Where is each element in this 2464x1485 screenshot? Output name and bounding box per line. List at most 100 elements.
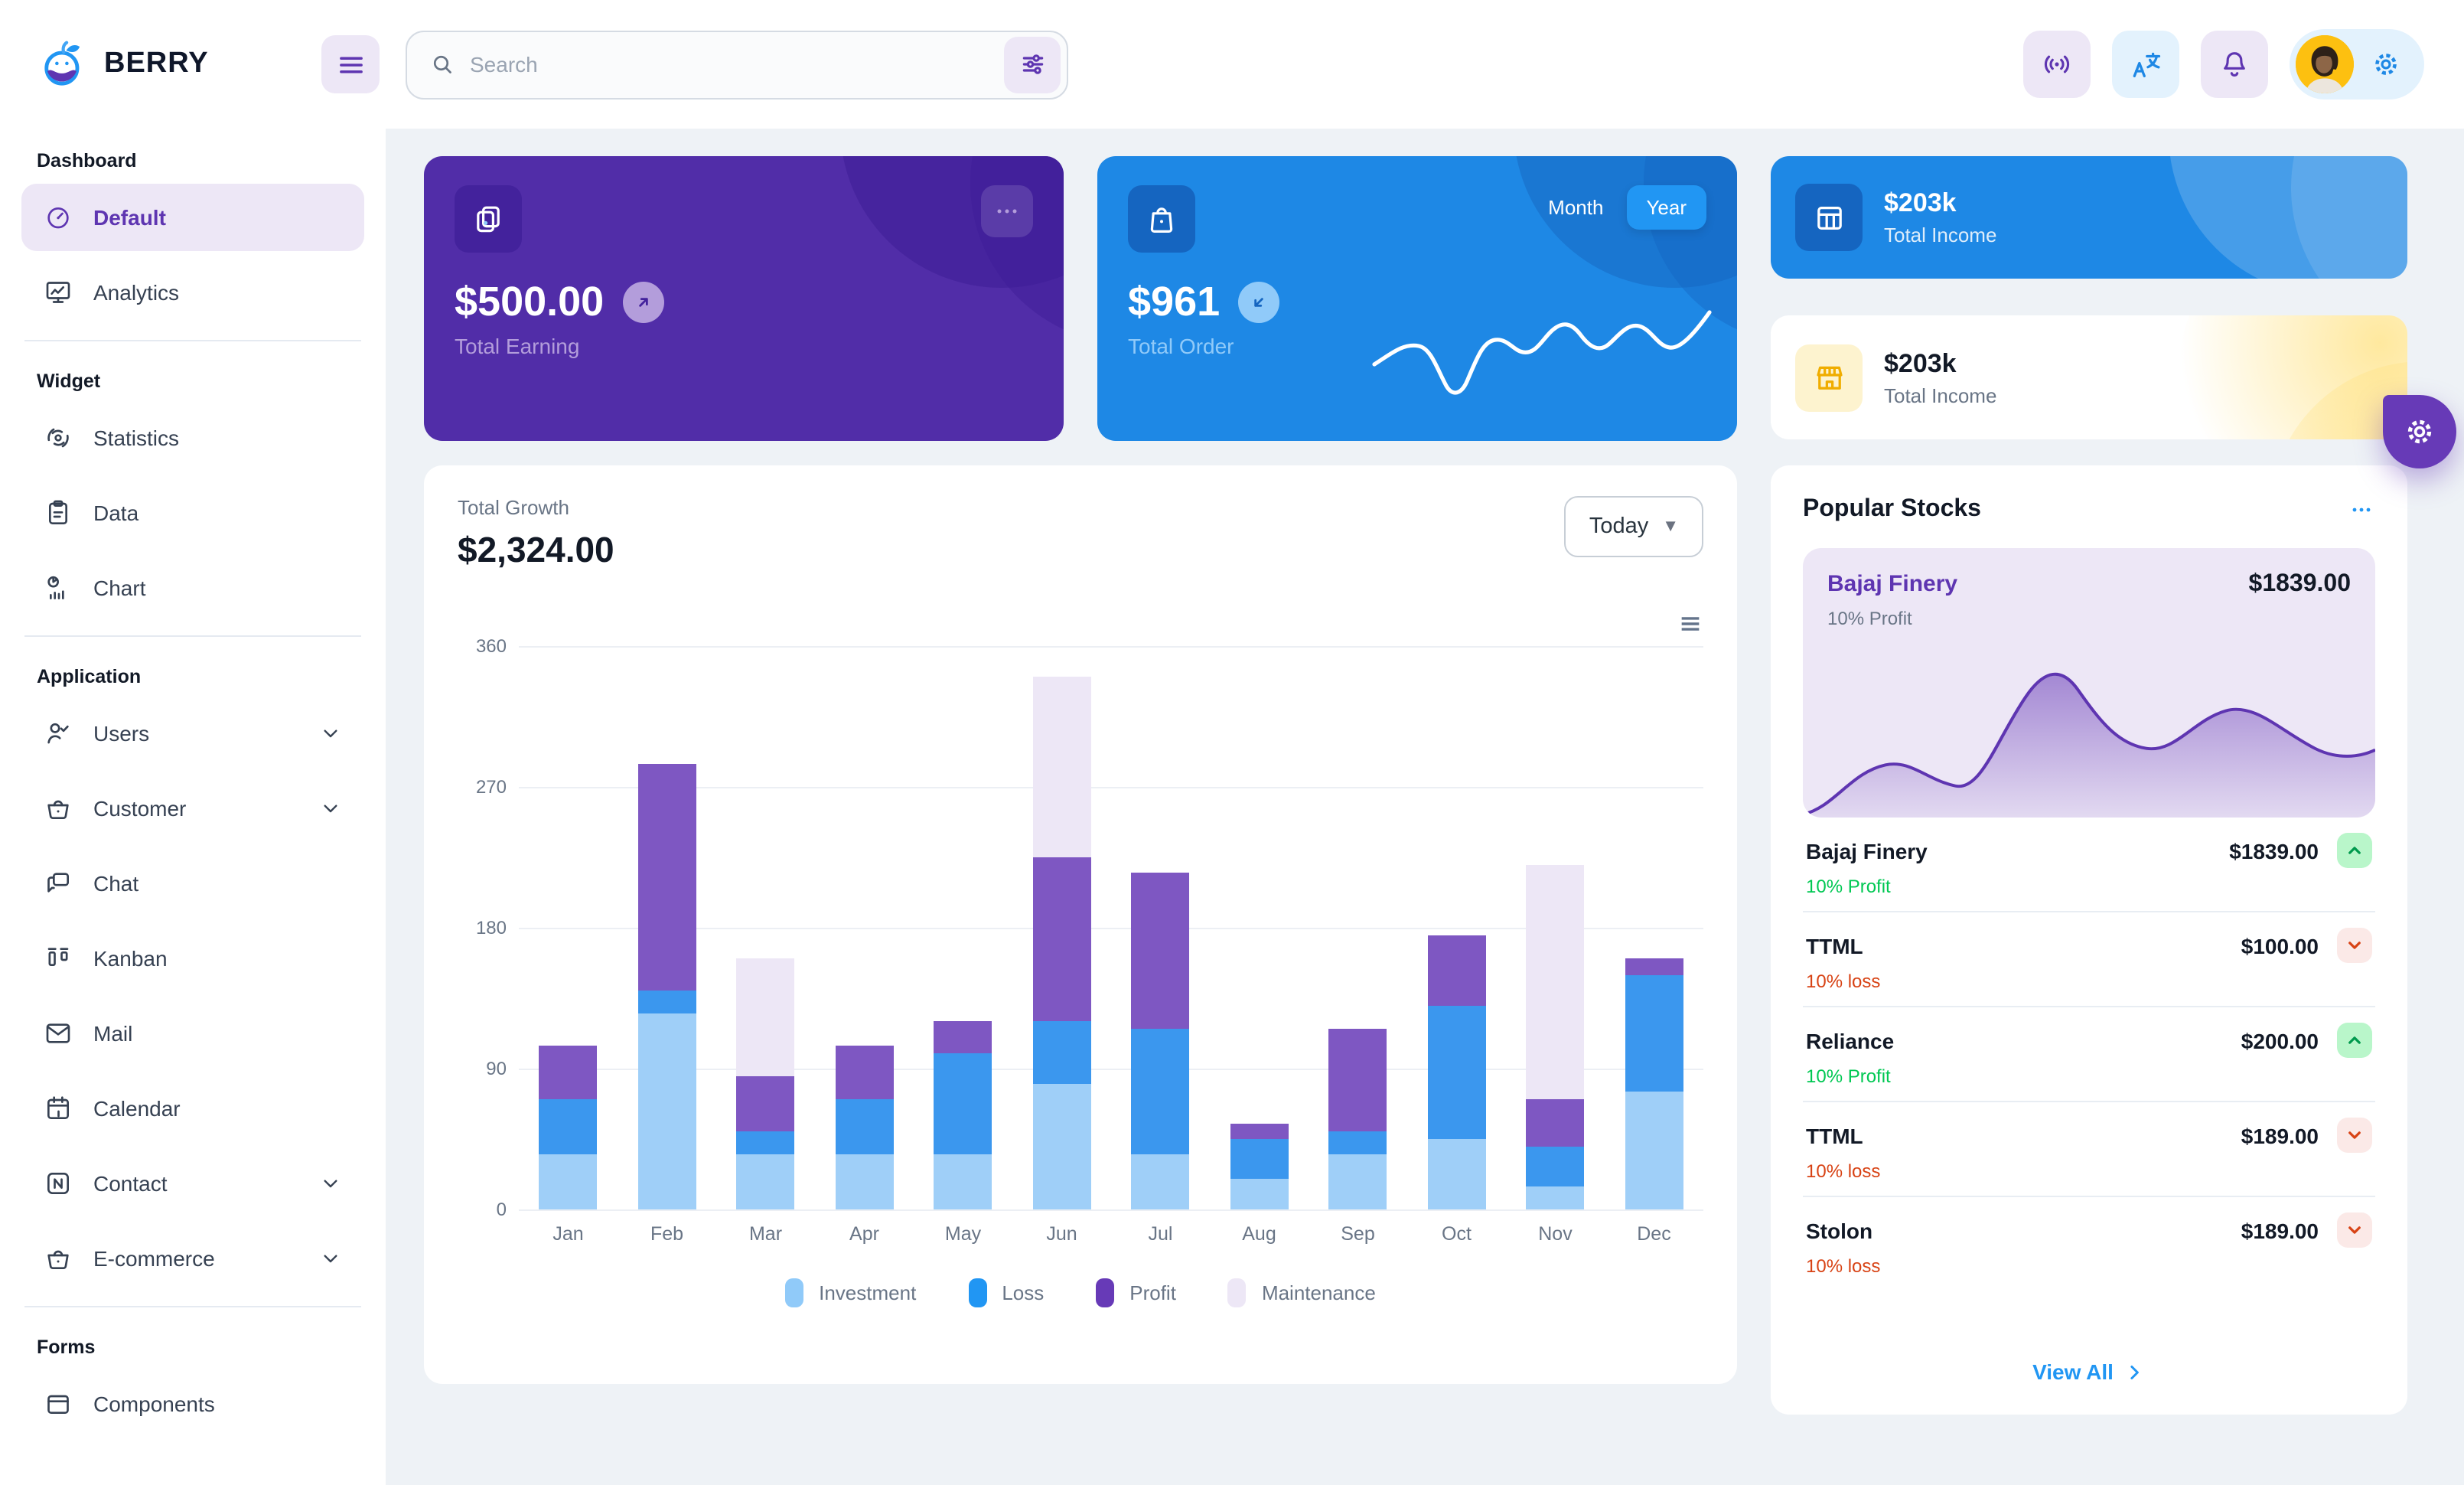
sidebar-item-components[interactable]: Components: [21, 1370, 364, 1438]
bar-jun-investment: [1032, 1084, 1091, 1209]
gridline: [519, 787, 1703, 788]
search-input[interactable]: [470, 52, 990, 77]
chevron-down-icon[interactable]: [2337, 928, 2372, 963]
earning-card-menu-button[interactable]: [981, 185, 1033, 237]
stock-row-reliance[interactable]: Reliance $200.00 10% Profit: [1803, 1007, 2375, 1102]
legend-item-profit[interactable]: Profit: [1096, 1278, 1176, 1307]
chevron-down-icon[interactable]: [2337, 1212, 2372, 1248]
sidebar-item-statistics[interactable]: Statistics: [21, 404, 364, 472]
bar-jan-investment: [539, 1154, 598, 1209]
x-tick-label: Nov: [1538, 1223, 1573, 1245]
sidebar-item-e-commerce[interactable]: E-commerce: [21, 1225, 364, 1292]
sidebar-item-label: Customer: [93, 796, 187, 821]
stock-name: Bajaj Finery: [1806, 838, 1928, 863]
sliders-icon: [1017, 49, 1048, 80]
bar-aug[interactable]: [1210, 646, 1309, 1209]
bar-feb[interactable]: [618, 646, 716, 1209]
year-toggle-button[interactable]: Year: [1626, 185, 1706, 230]
bar-dec-investment: [1625, 1092, 1683, 1209]
bar-apr[interactable]: [815, 646, 914, 1209]
x-tick-label: Jan: [552, 1223, 584, 1245]
sidebar-item-users[interactable]: Users: [21, 700, 364, 767]
sidebar-item-chat[interactable]: Chat: [21, 850, 364, 917]
legend-item-investment[interactable]: Investment: [785, 1278, 916, 1307]
language-button[interactable]: [2112, 31, 2179, 98]
sidebar-item-default[interactable]: Default: [21, 184, 364, 251]
growth-range-dropdown[interactable]: Today ▼: [1564, 496, 1703, 557]
stock-row-stolon[interactable]: Stolon $189.00 10% loss: [1803, 1197, 2375, 1291]
chevron-up-icon[interactable]: [2337, 833, 2372, 868]
broadcast-icon: [2040, 47, 2074, 81]
bar-oct-profit: [1427, 935, 1486, 1007]
bar-dec[interactable]: [1605, 646, 1703, 1209]
stock-price: $100.00: [2241, 933, 2319, 958]
total-order-card: Month Year $961 Total Order: [1097, 156, 1737, 441]
income-dark-amount: $203k: [1884, 188, 1957, 217]
bar-sep-loss: [1328, 1131, 1387, 1155]
chevron-down-icon[interactable]: [2337, 1118, 2372, 1153]
income-light-amount: $203k: [1884, 348, 1957, 377]
stock-row-bajaj-finery[interactable]: Bajaj Finery $1839.00 10% Profit: [1803, 818, 2375, 912]
dots-icon: [2348, 496, 2375, 524]
broadcast-button[interactable]: [2023, 31, 2091, 98]
sidebar-item-data[interactable]: Data: [21, 479, 364, 547]
sidebar-item-contact[interactable]: Contact: [21, 1150, 364, 1217]
featured-stock-card[interactable]: Bajaj Finery $1839.00 10% Profit: [1803, 548, 2375, 818]
bar-oct[interactable]: [1407, 646, 1506, 1209]
x-tick-label: Jun: [1046, 1223, 1077, 1245]
sidebar-item-kanban[interactable]: Kanban: [21, 925, 364, 992]
sidebar-item-calendar[interactable]: Calendar: [21, 1075, 364, 1142]
bar-may[interactable]: [914, 646, 1012, 1209]
y-tick-label: 180: [475, 917, 507, 938]
notifications-button[interactable]: [2201, 31, 2268, 98]
chart-legend: Investment Loss Profit Maintenance: [458, 1278, 1703, 1307]
month-toggle-button[interactable]: Month: [1528, 185, 1623, 230]
order-sparkline-chart: [1372, 310, 1712, 395]
logo-text: BERRY: [104, 47, 209, 80]
growth-bar-chart: 0 90 180 270 360 Jan Feb Mar Apr May Jun Jul Aug Sep…: [458, 635, 1703, 1307]
stock-price: $189.00: [2241, 1218, 2319, 1242]
sidebar-item-mail[interactable]: Mail: [21, 1000, 364, 1067]
app-logo[interactable]: BERRY: [37, 38, 321, 90]
arrow-up-right-icon: [622, 282, 664, 323]
customize-fab-button[interactable]: [2383, 395, 2456, 468]
profile-menu[interactable]: [2290, 29, 2424, 100]
bar-feb-loss: [637, 990, 696, 1014]
bar-jan[interactable]: [519, 646, 618, 1209]
sidebar-item-label: Chat: [93, 871, 139, 896]
y-tick-label: 0: [496, 1199, 507, 1220]
chevron-up-icon[interactable]: [2337, 1023, 2372, 1058]
sidebar-item-chart[interactable]: Chart: [21, 554, 364, 622]
bar-jul[interactable]: [1111, 646, 1210, 1209]
bar-sep[interactable]: [1309, 646, 1407, 1209]
gridline: [519, 928, 1703, 929]
stocks-menu-button[interactable]: [2348, 496, 2375, 524]
stock-row-ttml[interactable]: TTML $100.00 10% loss: [1803, 912, 2375, 1007]
chevron-down-icon: [318, 1246, 343, 1271]
storefront-icon: [1795, 344, 1863, 411]
chart-menu-button[interactable]: [458, 611, 1703, 637]
sidebar-item-label: Data: [93, 501, 139, 525]
legend-label: Profit: [1129, 1281, 1176, 1304]
legend-item-loss[interactable]: Loss: [968, 1278, 1044, 1307]
sidebar-item-customer[interactable]: Customer: [21, 775, 364, 842]
search-filter-button[interactable]: [1004, 36, 1061, 93]
bar-jun[interactable]: [1012, 646, 1111, 1209]
sidebar-item-analytics[interactable]: Analytics: [21, 259, 364, 326]
bar-nov-loss: [1526, 1147, 1585, 1186]
view-all-link[interactable]: View All: [1803, 1344, 2375, 1390]
featured-stock-change: 10% Profit: [1827, 608, 1912, 629]
legend-item-maintenance[interactable]: Maintenance: [1227, 1278, 1376, 1307]
bar-mar[interactable]: [716, 646, 815, 1209]
total-income-light-card: $203k Total Income: [1771, 315, 2407, 439]
income-dark-label: Total Income: [1884, 224, 1997, 246]
sidebar-toggle-button[interactable]: [321, 35, 380, 93]
bar-nov-profit: [1526, 1099, 1585, 1147]
stock-row-ttml[interactable]: TTML $189.00 10% loss: [1803, 1102, 2375, 1197]
x-tick-label: Sep: [1341, 1223, 1375, 1245]
bar-nov[interactable]: [1506, 646, 1605, 1209]
main-content: $500.00 Total Earning Month Y: [386, 129, 2464, 1485]
chevron-down-icon: [318, 796, 343, 821]
bar-jul-investment: [1131, 1154, 1190, 1209]
